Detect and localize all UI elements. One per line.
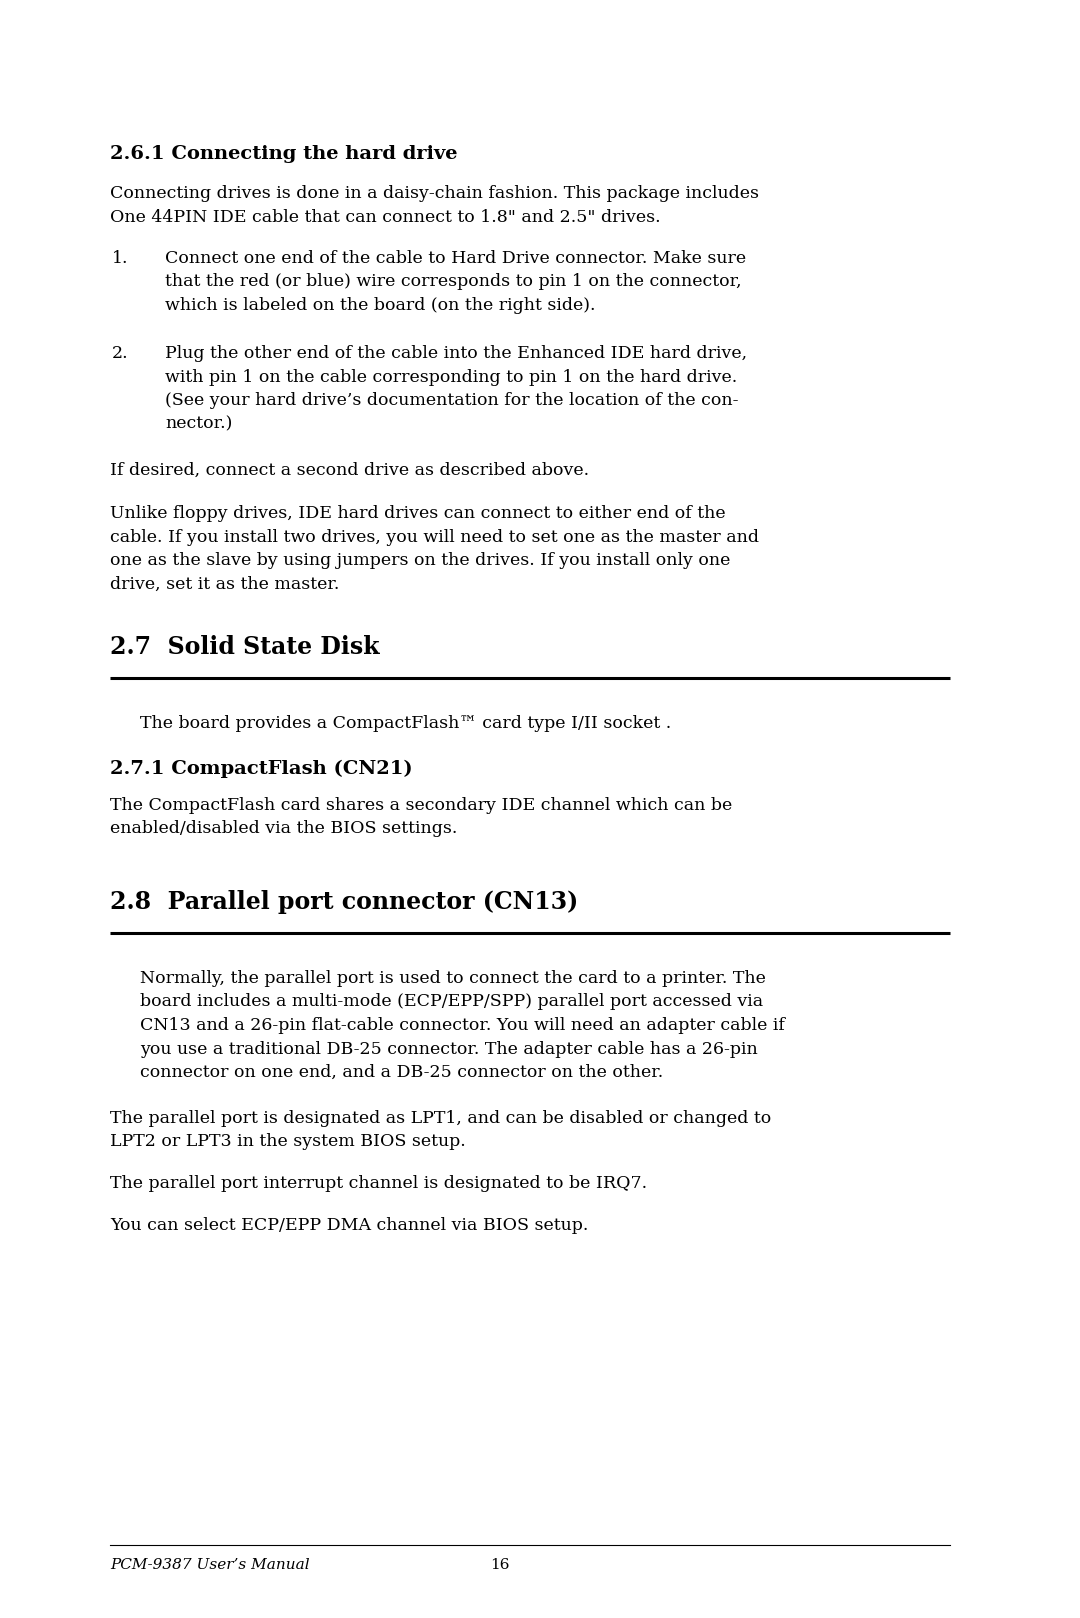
Text: Normally, the parallel port is used to connect the card to a printer. The
board : Normally, the parallel port is used to c…	[140, 971, 785, 1081]
Text: Unlike floppy drives, IDE hard drives can connect to either end of the
cable. If: Unlike floppy drives, IDE hard drives ca…	[110, 505, 759, 592]
Text: The CompactFlash card shares a secondary IDE channel which can be
enabled/disabl: The CompactFlash card shares a secondary…	[110, 798, 732, 838]
Text: Plug the other end of the cable into the Enhanced IDE hard drive,
with pin 1 on : Plug the other end of the cable into the…	[165, 345, 747, 432]
Text: 1.: 1.	[112, 251, 129, 267]
Text: If desired, connect a second drive as described above.: If desired, connect a second drive as de…	[110, 463, 589, 479]
Text: 2.: 2.	[112, 345, 129, 362]
Text: The parallel port interrupt channel is designated to be IRQ7.: The parallel port interrupt channel is d…	[110, 1175, 647, 1192]
Text: 2.8  Parallel port connector (CN13): 2.8 Parallel port connector (CN13)	[110, 890, 578, 914]
Text: PCM-9387 User’s Manual: PCM-9387 User’s Manual	[110, 1558, 310, 1573]
Text: 2.7.1 CompactFlash (CN21): 2.7.1 CompactFlash (CN21)	[110, 760, 413, 778]
Text: 2.7  Solid State Disk: 2.7 Solid State Disk	[110, 634, 380, 659]
Text: 16: 16	[490, 1558, 510, 1573]
Text: The board provides a CompactFlash™ card type I/II socket .: The board provides a CompactFlash™ card …	[140, 715, 672, 731]
Text: Connect one end of the cable to Hard Drive connector. Make sure
that the red (or: Connect one end of the cable to Hard Dri…	[165, 251, 746, 314]
Text: 2.6.1 Connecting the hard drive: 2.6.1 Connecting the hard drive	[110, 146, 458, 163]
Text: The parallel port is designated as LPT1, and can be disabled or changed to
LPT2 : The parallel port is designated as LPT1,…	[110, 1110, 771, 1150]
Text: Connecting drives is done in a daisy-chain fashion. This package includes
One 44: Connecting drives is done in a daisy-cha…	[110, 184, 759, 225]
Text: You can select ECP/EPP DMA channel via BIOS setup.: You can select ECP/EPP DMA channel via B…	[110, 1217, 589, 1235]
